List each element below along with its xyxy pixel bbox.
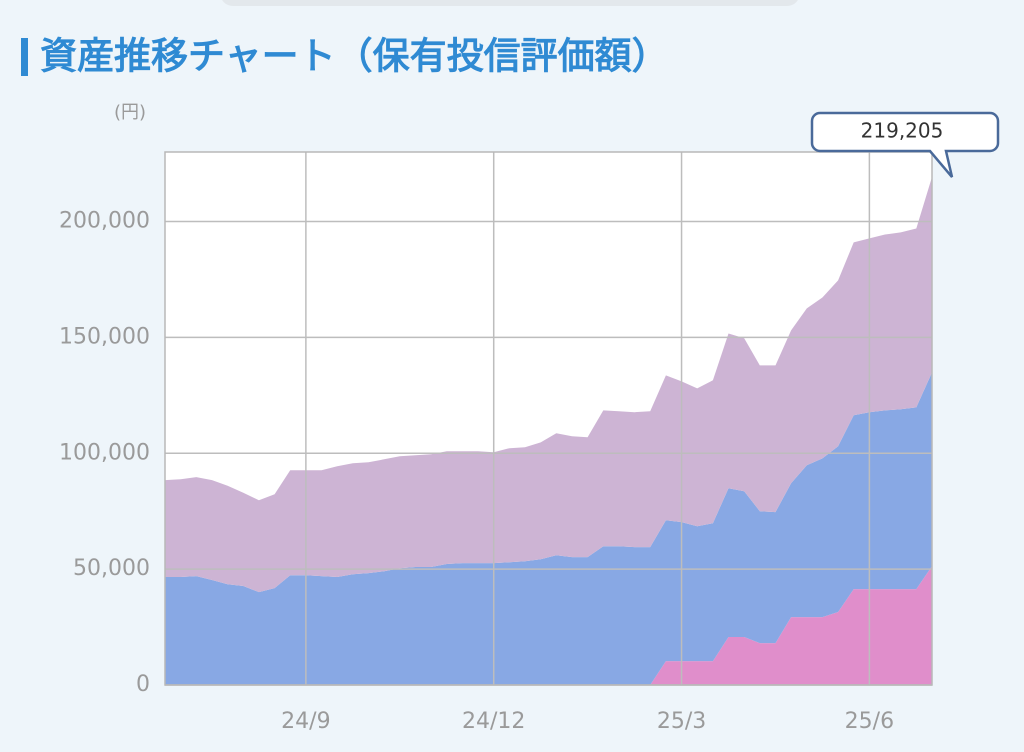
- chart-title: 資産推移チャート（保有投信評価額）: [40, 35, 669, 78]
- top-pill: [222, 0, 798, 6]
- x-tick-label: 25/6: [845, 709, 894, 734]
- y-tick-label: 100,000: [59, 440, 150, 465]
- y-tick-label: 200,000: [59, 209, 150, 234]
- callout-box: [810, 111, 1000, 178]
- callout-label: 219,205: [861, 119, 944, 143]
- x-tick-label: 24/12: [462, 709, 525, 734]
- y-unit: (円): [114, 102, 146, 123]
- x-tick-label: 25/3: [657, 709, 706, 734]
- x-tick-label: 24/9: [281, 709, 330, 734]
- y-tick-label: 150,000: [59, 324, 150, 349]
- plot-border: [164, 151, 933, 686]
- area: [165, 372, 932, 685]
- y-tick-label: 50,000: [73, 556, 150, 581]
- area: [165, 566, 932, 685]
- callout: 219,205: [810, 111, 1000, 178]
- area: [165, 177, 932, 593]
- y-tick-label: 0: [136, 672, 150, 697]
- title-marker: [21, 38, 28, 76]
